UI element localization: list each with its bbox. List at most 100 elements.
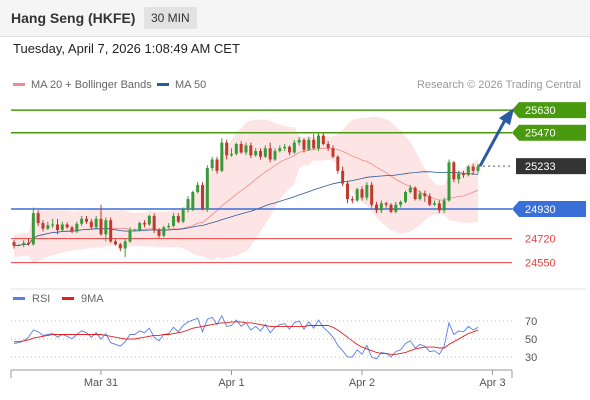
candle-body: [51, 224, 55, 226]
candle-body: [399, 201, 403, 205]
candle: [307, 136, 311, 152]
candle: [60, 221, 64, 232]
candle: [31, 207, 35, 246]
candle: [466, 165, 470, 177]
candle: [379, 200, 383, 214]
candle: [239, 141, 243, 154]
candle-body: [41, 223, 45, 229]
candle-body: [80, 218, 84, 224]
candle-body: [321, 135, 325, 144]
x-tick-label: Apr 1: [218, 377, 244, 389]
candle-body: [288, 146, 291, 153]
candle-body: [307, 139, 311, 150]
candle-body: [94, 218, 98, 228]
candle: [75, 221, 79, 233]
candle: [268, 142, 272, 163]
candle-body: [452, 162, 456, 180]
candle: [176, 213, 180, 224]
candle: [312, 134, 316, 150]
candle-body: [143, 223, 146, 225]
candle-body: [104, 220, 108, 235]
candle: [41, 220, 45, 232]
candle-body: [437, 203, 441, 211]
candle-body: [360, 189, 364, 198]
candle: [346, 180, 349, 204]
rsi-ma-line: [14, 321, 479, 355]
level-24720: 24720: [11, 234, 556, 246]
candle-body: [220, 142, 224, 171]
candle-body: [118, 244, 122, 249]
candle: [375, 201, 378, 214]
candle: [452, 160, 456, 183]
candle-body: [133, 230, 137, 232]
candle-body: [278, 148, 282, 152]
candle: [384, 201, 388, 208]
candle: [336, 155, 340, 174]
candle-body: [172, 216, 175, 226]
candle-body: [75, 223, 79, 232]
ma20-swatch: [13, 82, 25, 86]
candle-body: [230, 153, 233, 156]
candle-body: [191, 192, 195, 210]
candle-body: [152, 216, 156, 231]
candle-body: [336, 156, 340, 171]
candle-body: [46, 225, 50, 229]
candle: [394, 201, 398, 214]
candle-body: [370, 184, 374, 205]
candle-body: [268, 148, 272, 160]
candle-body: [201, 184, 204, 209]
x-tick-label: Apr 2: [349, 377, 375, 389]
candle: [205, 165, 209, 212]
candle: [27, 238, 30, 246]
candle-body: [239, 144, 243, 153]
candle-body: [457, 173, 461, 180]
rsi-legend: RSI 9MA: [13, 293, 104, 305]
candle: [433, 200, 436, 207]
rsi-level-label: 30: [525, 352, 537, 364]
candle-body: [341, 170, 345, 184]
candle-body: [375, 204, 378, 211]
candle: [138, 221, 142, 232]
ma50-line: [13, 171, 479, 246]
x-tick-label: Mar 31: [84, 377, 118, 389]
candle-body: [404, 192, 407, 202]
candle: [85, 216, 88, 224]
level-25630: 25630: [11, 102, 586, 119]
candle-body: [196, 184, 200, 192]
level-25233: 25233: [478, 158, 586, 175]
candle-body: [36, 213, 40, 224]
candle: [123, 238, 127, 257]
candle: [157, 228, 161, 238]
interval-badge[interactable]: 30 MIN: [144, 7, 197, 29]
candle: [196, 182, 200, 194]
candle-body: [60, 224, 64, 231]
candle-body: [17, 244, 21, 246]
rsi-ma-legend-label: 9MA: [81, 293, 104, 305]
candle: [70, 225, 74, 233]
candle: [99, 204, 103, 236]
candle: [167, 223, 171, 229]
candle: [447, 159, 451, 202]
candle: [457, 170, 461, 184]
candle: [133, 228, 137, 232]
candle-body: [346, 183, 349, 200]
price-tag: [516, 158, 586, 175]
candle-body: [249, 145, 253, 156]
level-tag: [512, 124, 586, 141]
candle-body: [273, 151, 277, 160]
candle: [191, 190, 195, 212]
candle-body: [263, 148, 267, 157]
candle-body: [476, 166, 480, 171]
candle-body: [89, 221, 93, 228]
level-label: 24930: [525, 204, 556, 216]
candle: [210, 156, 214, 171]
candle: [418, 190, 422, 201]
candle: [423, 190, 427, 202]
candle: [22, 240, 26, 248]
candle-body: [259, 151, 262, 157]
timestamp: Tuesday, April 7, 2026 1:08:49 AM CET: [13, 41, 240, 56]
candle-body: [65, 224, 69, 228]
legend-ma20-bb: MA 20 + Bollinger Bands: [13, 79, 152, 91]
candle: [249, 142, 253, 159]
